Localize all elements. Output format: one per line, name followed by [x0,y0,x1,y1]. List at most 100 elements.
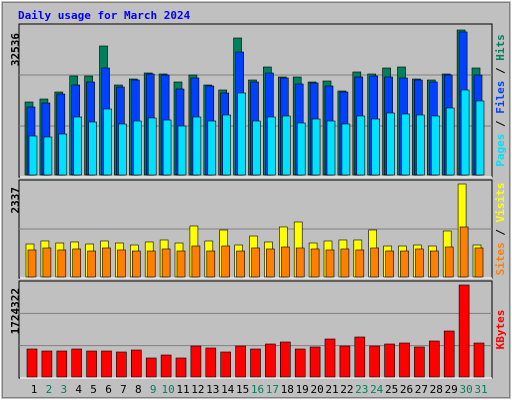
x-tick-label: 30 [459,383,472,396]
bar [56,350,68,378]
bar [58,133,68,176]
bar [339,345,351,378]
x-tick-label: 20 [310,383,323,396]
y-tick-label: 2337 [9,187,22,214]
bar [86,350,97,378]
x-tick-label: 9 [150,383,157,396]
bar [458,284,470,378]
x-tick-label: 16 [251,383,264,396]
bar [251,247,260,278]
bar [116,351,127,378]
bar [266,248,275,278]
x-tick-label: 11 [176,383,189,396]
bar [73,116,82,176]
bar [235,345,246,378]
bar [265,343,276,378]
bar [356,115,366,176]
x-tick-label: 18 [281,383,294,396]
bar [28,135,38,176]
bar [71,348,82,378]
x-tick-label: 1 [31,383,38,396]
bar [445,107,455,176]
bar [190,345,202,378]
bar [236,250,245,278]
x-tick-label: 4 [75,383,82,396]
bar [401,113,410,176]
legend: KBytes [494,310,507,350]
bar [161,248,171,278]
bar [355,249,365,278]
bar [72,248,81,278]
legend-entry: Files [494,81,507,114]
x-tick-label: 26 [400,383,413,396]
bar [88,121,97,176]
x-tick-label: 15 [236,383,249,396]
bar [400,250,409,278]
bar [295,247,305,278]
bar [354,336,366,378]
bar [326,120,336,176]
bar [294,348,306,378]
bar [473,342,485,378]
x-tick-label: 19 [296,383,309,396]
bar [267,116,276,176]
bar [399,342,410,378]
bar [132,250,141,278]
x-tick-label: 24 [370,383,384,396]
bar [311,118,321,176]
x-tick-label: 22 [340,383,353,396]
bar [41,350,53,378]
bar [279,341,291,378]
x-tick-label: 14 [221,383,235,396]
bar [177,125,187,176]
legend: Pages / Files / Hits [494,34,507,167]
bar [370,247,380,278]
y-tick-label: 1724322 [9,288,22,334]
x-tick-label: 23 [355,383,368,396]
legend-entry: Hits [494,34,507,61]
bar [145,357,157,378]
bar [237,92,246,176]
x-tick-label: 25 [385,383,398,396]
x-tick-label: 17 [266,383,279,396]
bar [160,354,172,378]
bar [475,100,485,176]
bar [192,116,202,176]
bar [147,117,157,176]
x-tick-label: 5 [90,383,97,396]
x-tick-label: 28 [430,383,443,396]
x-tick-label: 10 [161,383,174,396]
legend: Sites / Visits [494,183,507,276]
bar [415,248,424,278]
bar [220,351,231,378]
bar [324,338,336,378]
bar [430,115,440,176]
bar [386,112,395,176]
x-tick-label: 2 [46,383,53,396]
bar [221,245,230,278]
x-tick-label: 8 [135,383,142,396]
bar [474,247,484,278]
chart-title: Daily usage for March 2024 [18,9,191,22]
bar [280,246,290,278]
bar [460,89,470,176]
bar [384,343,395,378]
bar [341,123,351,176]
x-tick-label: 6 [105,383,112,396]
bar [176,250,186,278]
bar [416,114,425,176]
legend-entry: KBytes [494,310,507,350]
x-tick-label: 13 [206,383,219,396]
bar [325,249,335,278]
bar [57,249,67,278]
x-tick-label: 3 [60,383,67,396]
x-tick-label: 12 [191,383,204,396]
bar [369,345,381,378]
bar [385,250,394,278]
bar [27,249,37,278]
x-tick-label: 31 [474,383,487,396]
bar [222,114,231,176]
bar [131,349,142,378]
bar [26,348,38,378]
